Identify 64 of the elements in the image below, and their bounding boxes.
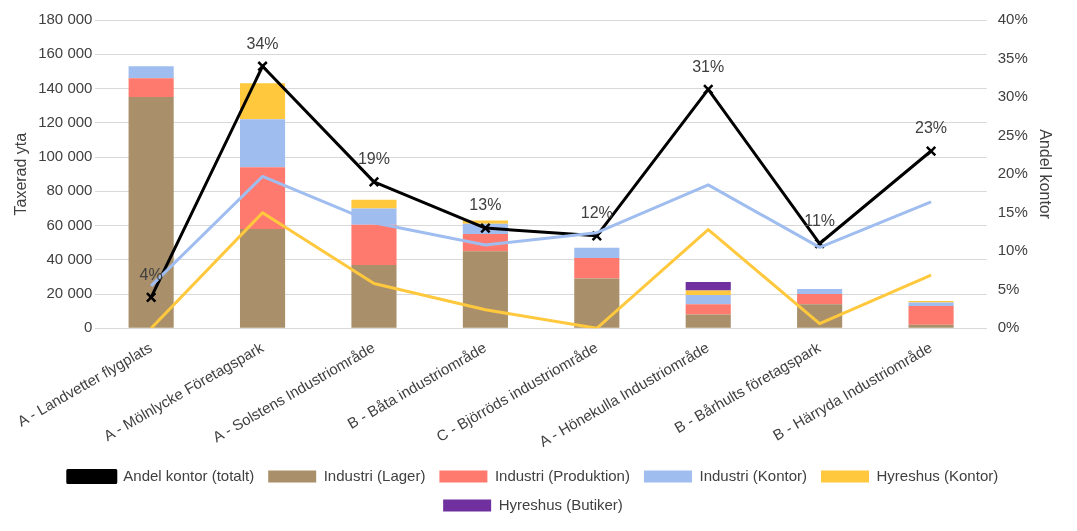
bar <box>574 278 620 328</box>
y-tick-label: 20 000 <box>46 284 93 302</box>
y-axis-title: Taxerad yta <box>12 132 30 216</box>
bar <box>908 306 954 325</box>
y-tick-label: 40 000 <box>46 249 93 267</box>
y-tick-label: 60 000 <box>46 215 93 233</box>
bar <box>351 208 397 225</box>
data-label: 19% <box>357 150 390 168</box>
data-label: 11% <box>804 211 836 229</box>
bar <box>908 324 954 328</box>
legend-label: Industri (Produktion) <box>494 466 630 484</box>
bar <box>797 294 843 305</box>
legend-label: Industri (Kontor) <box>699 466 808 484</box>
bar <box>128 97 174 328</box>
y2-tick-label: 0% <box>997 318 1020 336</box>
bar <box>128 78 174 98</box>
point <box>257 60 269 72</box>
bar <box>128 66 174 79</box>
bar <box>685 282 731 291</box>
bar <box>351 199 397 209</box>
point <box>925 145 937 157</box>
point <box>702 83 714 95</box>
y-tick-label: 120 000 <box>38 112 93 130</box>
y2-tick-label: 5% <box>997 279 1020 297</box>
bar <box>574 247 620 259</box>
bar <box>685 304 731 315</box>
y2-tick-label: 25% <box>997 125 1028 143</box>
legend-label: Hyreshus (Butiker) <box>498 495 623 513</box>
legend-label: Hyreshus (Kontor) <box>876 466 999 484</box>
y-tick-label: 160 000 <box>38 44 93 62</box>
y2-tick-label: 35% <box>997 48 1028 66</box>
bar <box>239 83 286 120</box>
y2-tick-label: 10% <box>997 241 1028 259</box>
y2-tick-label: 15% <box>997 202 1028 220</box>
y2-axis-title: Andel kontor <box>1036 129 1054 220</box>
data-label: 13% <box>469 196 502 214</box>
bar <box>685 294 731 305</box>
y2-tick-label: 30% <box>997 87 1028 105</box>
bar <box>351 264 397 328</box>
y-tick-label: 80 000 <box>46 181 93 199</box>
data-label: 12% <box>580 204 613 222</box>
data-label: 34% <box>246 34 279 52</box>
y-tick-label: 180 000 <box>38 10 93 28</box>
bar <box>685 290 731 295</box>
y2-tick-label: 20% <box>997 164 1028 182</box>
data-label: 23% <box>915 119 948 137</box>
point <box>368 176 380 188</box>
y2-tick-label: 40% <box>997 10 1028 28</box>
y-tick-label: 0 <box>84 318 93 336</box>
point <box>145 291 157 303</box>
bar <box>239 228 286 328</box>
data-label: 31% <box>692 57 725 75</box>
bar <box>239 119 286 168</box>
y-tick-label: 140 000 <box>38 78 93 96</box>
bar <box>685 314 731 328</box>
bar <box>797 288 843 295</box>
data-label: 4% <box>139 265 163 283</box>
bar <box>351 224 397 265</box>
point <box>479 222 491 234</box>
bar <box>462 251 508 328</box>
legend-label: Industri (Lager) <box>323 466 426 484</box>
bar <box>574 258 620 279</box>
y-tick-label: 100 000 <box>38 147 93 165</box>
legend-label: Andel kontor (totalt) <box>123 466 255 484</box>
